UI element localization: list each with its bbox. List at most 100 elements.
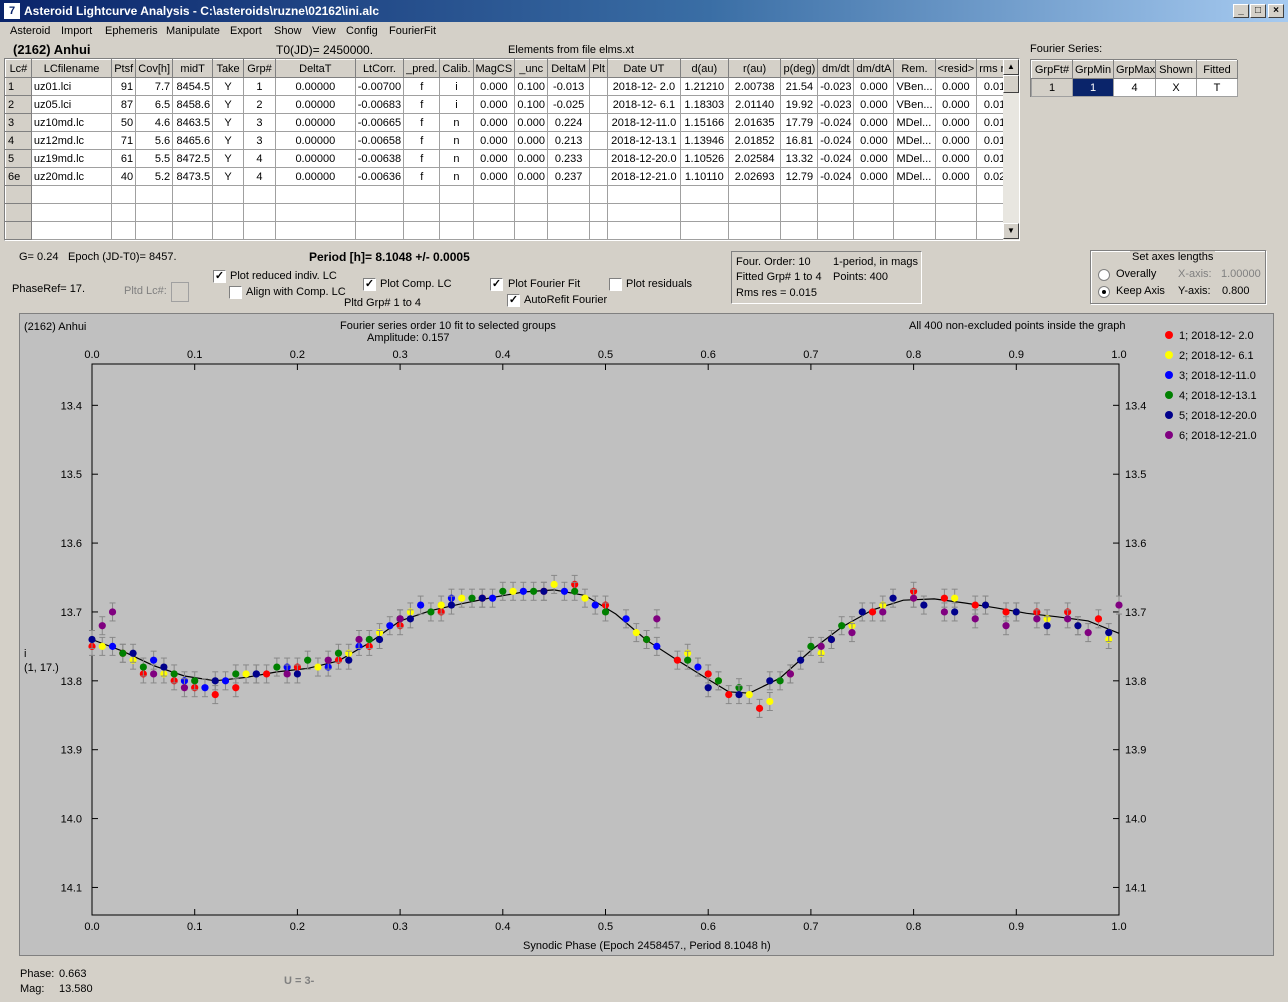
lc-cell[interactable]: 0.000 [472,131,516,150]
lc-col-header[interactable]: LCfilename [30,59,113,78]
lc-cell[interactable]: 0.100 [514,77,549,96]
lc-col-header[interactable]: r(au) [727,59,782,78]
lc-table-row[interactable]: 1 uz01.lci 91 7.7 8454.5 Y 1 0.00000 -0.00700 f i 0… [5,77,1019,96]
lc-table-empty-row[interactable] [5,221,1019,240]
lc-cell[interactable]: VBen... [893,95,936,114]
lc-cell[interactable]: 1.15166 [679,113,729,132]
lc-cell[interactable] [589,149,608,168]
lc-cell[interactable]: 0.100 [514,95,549,114]
lc-cell[interactable] [111,185,137,204]
lc-cell[interactable]: 8465.6 [172,131,214,150]
fourier-cell-grpmax[interactable]: 4 [1113,78,1156,97]
lc-cell[interactable] [589,131,608,150]
lc-cell[interactable]: 12.79 [780,167,819,186]
lc-cell[interactable] [212,221,245,240]
lc-cell[interactable]: 2.00738 [727,77,782,96]
scroll-down-button[interactable]: ▼ [1003,223,1019,239]
lc-table-empty-row[interactable] [5,203,1019,222]
lc-cell[interactable] [439,185,474,204]
close-button[interactable]: × [1268,4,1284,18]
lc-cell[interactable]: 2.02584 [727,149,782,168]
lc-cell[interactable]: 0.000 [934,149,978,168]
lc-cell[interactable]: 0.000 [514,131,549,150]
menu-ephemeris[interactable]: Ephemeris [105,25,158,37]
lc-cell[interactable]: 2018-12-13.1 [606,131,681,150]
lc-cell[interactable] [514,185,549,204]
lc-cell[interactable] [893,221,936,240]
lc-cell[interactable]: VBen... [893,77,936,96]
lc-cell[interactable]: 0.233 [547,149,591,168]
lc-cell[interactable]: 2.01852 [727,131,782,150]
lc-cell[interactable]: 4 [243,149,276,168]
lc-cell[interactable]: 0.000 [472,95,516,114]
lc-cell[interactable]: Y [212,131,245,150]
fourier-cell-fitted[interactable]: T [1196,78,1238,97]
lc-cell[interactable]: 16.81 [780,131,819,150]
lc-cell[interactable] [934,185,978,204]
lc-cell[interactable] [934,221,978,240]
lc-cell[interactable] [111,203,137,222]
lc-cell[interactable]: 2018-12- 2.0 [606,77,681,96]
lc-cell[interactable]: f [403,95,441,114]
lc-cell[interactable] [354,203,405,222]
lc-col-header[interactable]: dm/dtA [853,59,895,78]
lightcurve-table[interactable]: Lc# LCfilename Ptsf Cov[h] midT Take Grp# Delta… [4,58,1020,241]
lc-cell[interactable]: MDel... [893,113,936,132]
plot-comp-checkbox[interactable]: ✓ [363,278,376,291]
lc-cell[interactable]: 5.6 [135,131,174,150]
keep-axis-radio[interactable] [1098,286,1110,298]
menu-import[interactable]: Import [61,25,93,37]
scroll-up-button[interactable]: ▲ [1003,59,1019,75]
lc-col-header[interactable]: p(deg) [780,59,819,78]
lc-cell[interactable] [243,221,276,240]
lc-col-header[interactable]: Take [212,59,245,78]
lc-cell[interactable]: 0.000 [472,113,516,132]
lc-cell[interactable] [274,185,356,204]
lc-cell[interactable]: 2018-12-20.0 [606,149,681,168]
lc-cell[interactable] [111,221,137,240]
lc-cell[interactable]: 0.000 [472,149,516,168]
lc-cell[interactable] [5,203,32,222]
lc-col-header[interactable]: <resid> [934,59,978,78]
lc-table-row[interactable]: 6e uz20md.lc 40 5.2 8473.5 Y 4 0.00000 -0.00636 f… [5,167,1019,186]
lc-cell[interactable]: 0.000 [853,77,895,96]
lc-cell[interactable]: Y [212,113,245,132]
lc-cell[interactable]: 0.00000 [274,149,356,168]
menu-manipulate[interactable]: Manipulate [166,25,220,37]
lc-cell[interactable]: 0.00000 [274,167,356,186]
lc-cell[interactable]: -0.024 [817,131,855,150]
lc-cell[interactable]: 0.00000 [274,131,356,150]
lc-cell[interactable]: 0.000 [853,131,895,150]
lc-cell[interactable]: 2018-12- 6.1 [606,95,681,114]
lc-cell[interactable]: 2 [5,95,32,114]
lc-cell[interactable]: 6.5 [135,95,174,114]
lc-cell[interactable]: 0.00000 [274,77,356,96]
lc-cell[interactable]: uz20md.lc [30,167,113,186]
lc-cell[interactable] [606,221,681,240]
lc-cell[interactable] [679,221,729,240]
lc-cell[interactable]: 0.000 [853,113,895,132]
lc-cell[interactable]: 0.000 [472,77,516,96]
lc-cell[interactable]: 7.7 [135,77,174,96]
lc-cell[interactable]: 0.000 [514,113,549,132]
lc-cell[interactable]: uz10md.lc [30,113,113,132]
lc-cell[interactable]: 40 [111,167,137,186]
lc-cell[interactable]: -0.013 [547,77,591,96]
lc-col-header[interactable]: d(au) [679,59,729,78]
lc-cell[interactable]: uz05.lci [30,95,113,114]
lc-cell[interactable]: -0.00683 [354,95,405,114]
lc-cell[interactable] [589,95,608,114]
minimize-button[interactable]: _ [1233,4,1249,18]
lc-cell[interactable] [727,185,782,204]
lc-cell[interactable]: f [403,77,441,96]
menu-fourierfit[interactable]: FourierFit [389,25,437,37]
lc-cell[interactable]: 19.92 [780,95,819,114]
menu-view[interactable]: View [312,25,336,37]
autorefit-checkbox[interactable]: ✓ [507,294,520,307]
lc-cell[interactable]: 1.10110 [679,167,729,186]
plot-reduced-checkbox[interactable]: ✓ [213,270,226,283]
lc-cell[interactable] [135,221,174,240]
fourier-series-table[interactable]: GrpFt# GrpMin GrpMax Shown Fitted 1 1 4 … [1030,59,1238,97]
lc-col-header[interactable]: Grp# [243,59,276,78]
lc-cell[interactable] [472,221,516,240]
